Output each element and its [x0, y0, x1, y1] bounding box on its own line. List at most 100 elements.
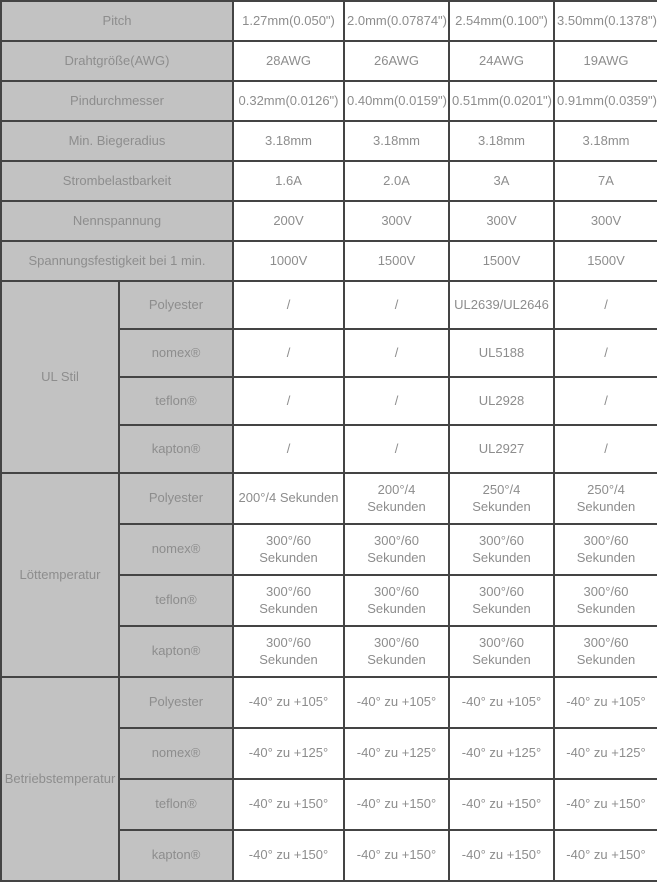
value-cell: 300°/60 Sekunden: [232, 523, 345, 576]
value-cell: /: [343, 424, 450, 474]
value-cell: /: [232, 328, 345, 378]
value-cell: 300°/60 Sekunden: [553, 574, 657, 627]
value-cell: 1500V: [448, 240, 555, 282]
value-cell: 300°/60 Sekunden: [232, 625, 345, 678]
row-label-cell: Spannungsfestigkeit bei 1 min.: [0, 240, 234, 282]
value-cell: 3.50mm(0.1378"): [553, 0, 657, 42]
value-cell: -40° zu +150°: [343, 778, 450, 831]
value-cell: /: [232, 376, 345, 426]
value-cell: /: [232, 280, 345, 330]
value-cell: 1.27mm(0.050"): [232, 0, 345, 42]
value-cell: /: [553, 376, 657, 426]
value-cell: -40° zu +150°: [448, 829, 555, 882]
sub-label-cell: teflon®: [118, 778, 234, 831]
sub-label-cell: nomex®: [118, 328, 234, 378]
value-cell: -40° zu +150°: [553, 778, 657, 831]
value-cell: 0.91mm(0.0359"): [553, 80, 657, 122]
sub-label-cell: nomex®: [118, 727, 234, 780]
value-cell: /: [553, 328, 657, 378]
table-row: Pitch 1.27mm(0.050") 2.0mm(0.07874") 2.5…: [0, 0, 657, 42]
value-cell: -40° zu +150°: [232, 829, 345, 882]
group-label-cell: Betriebstemperatur: [0, 676, 120, 882]
value-cell: UL5188: [448, 328, 555, 378]
value-cell: 3.18mm: [553, 120, 657, 162]
value-cell: 300°/60 Sekunden: [343, 574, 450, 627]
value-cell: 3.18mm: [448, 120, 555, 162]
value-cell: /: [343, 376, 450, 426]
value-cell: -40° zu +125°: [232, 727, 345, 780]
sub-label-cell: teflon®: [118, 376, 234, 426]
value-cell: -40° zu +150°: [553, 829, 657, 882]
value-cell: 1000V: [232, 240, 345, 282]
value-cell: -40° zu +105°: [232, 676, 345, 729]
value-cell: 7A: [553, 160, 657, 202]
value-cell: -40° zu +150°: [343, 829, 450, 882]
row-label-cell: Strombelastbarkeit: [0, 160, 234, 202]
value-cell: UL2928: [448, 376, 555, 426]
row-label-cell: Nennspannung: [0, 200, 234, 242]
value-cell: -40° zu +105°: [553, 676, 657, 729]
group-label-cell: UL Stil: [0, 280, 120, 474]
table-row: teflon® -40° zu +150° -40° zu +150° -40°…: [1, 778, 657, 831]
value-cell: -40° zu +150°: [232, 778, 345, 831]
value-cell: /: [553, 280, 657, 330]
sub-label-cell: kapton®: [118, 424, 234, 474]
value-cell: -40° zu +125°: [553, 727, 657, 780]
value-cell: /: [232, 424, 345, 474]
value-cell: 3A: [448, 160, 555, 202]
row-label-cell: Min. Biegeradius: [0, 120, 234, 162]
value-cell: UL2639/UL2646: [448, 280, 555, 330]
value-cell: -40° zu +105°: [343, 676, 450, 729]
value-cell: 250°/4 Sekunden: [553, 472, 657, 525]
value-cell: 2.0mm(0.07874"): [343, 0, 450, 42]
value-cell: /: [343, 280, 450, 330]
sub-label-cell: kapton®: [118, 829, 234, 882]
value-cell: 24AWG: [448, 40, 555, 82]
value-cell: 2.0A: [343, 160, 450, 202]
value-cell: 300V: [343, 200, 450, 242]
value-cell: 3.18mm: [232, 120, 345, 162]
value-cell: 2.54mm(0.100"): [448, 0, 555, 42]
table-row: Nennspannung 200V 300V 300V 300V: [0, 200, 657, 242]
sub-label-cell: Polyester: [118, 472, 234, 525]
value-cell: 300°/60 Sekunden: [553, 625, 657, 678]
value-cell: 200V: [232, 200, 345, 242]
value-cell: UL2927: [448, 424, 555, 474]
value-cell: 0.40mm(0.0159"): [343, 80, 450, 122]
table-row: Spannungsfestigkeit bei 1 min. 1000V 150…: [0, 240, 657, 282]
value-cell: 1.6A: [232, 160, 345, 202]
table-row: Pindurchmesser 0.32mm(0.0126") 0.40mm(0.…: [0, 80, 657, 122]
value-cell: 200°/4 Sekunden: [232, 472, 345, 525]
sub-label-cell: nomex®: [118, 523, 234, 576]
sub-label-cell: kapton®: [118, 625, 234, 678]
table-row: teflon® / / UL2928 /: [1, 376, 657, 426]
value-cell: 1500V: [553, 240, 657, 282]
value-cell: 300V: [553, 200, 657, 242]
value-cell: -40° zu +125°: [343, 727, 450, 780]
table-row: kapton® -40° zu +150° -40° zu +150° -40°…: [1, 829, 657, 882]
table-row: UL Stil Polyester / / UL2639/UL2646 /: [0, 280, 657, 474]
table-row: Min. Biegeradius 3.18mm 3.18mm 3.18mm 3.…: [0, 120, 657, 162]
value-cell: 300°/60 Sekunden: [448, 625, 555, 678]
group-label-cell: Löttemperatur: [0, 472, 120, 678]
table-row: nomex® -40° zu +125° -40° zu +125° -40° …: [1, 727, 657, 780]
value-cell: 26AWG: [343, 40, 450, 82]
value-cell: 200°/4 Sekunden: [343, 472, 450, 525]
value-cell: 300°/60 Sekunden: [343, 625, 450, 678]
sub-label-cell: Polyester: [118, 280, 234, 330]
value-cell: 300°/60 Sekunden: [232, 574, 345, 627]
value-cell: 0.51mm(0.0201"): [448, 80, 555, 122]
value-cell: 0.32mm(0.0126"): [232, 80, 345, 122]
row-label-cell: Pindurchmesser: [0, 80, 234, 122]
table-row: nomex® 300°/60 Sekunden 300°/60 Sekunden…: [1, 523, 657, 576]
row-label-cell: Pitch: [0, 0, 234, 42]
table-row: nomex® / / UL5188 /: [1, 328, 657, 378]
table-row: Strombelastbarkeit 1.6A 2.0A 3A 7A: [0, 160, 657, 202]
value-cell: 1500V: [343, 240, 450, 282]
value-cell: 3.18mm: [343, 120, 450, 162]
value-cell: 300°/60 Sekunden: [448, 523, 555, 576]
value-cell: -40° zu +105°: [448, 676, 555, 729]
table-row: Löttemperatur Polyester 200°/4 Sekunden …: [0, 472, 657, 678]
table-row: Betriebstemperatur Polyester -40° zu +10…: [0, 676, 657, 882]
